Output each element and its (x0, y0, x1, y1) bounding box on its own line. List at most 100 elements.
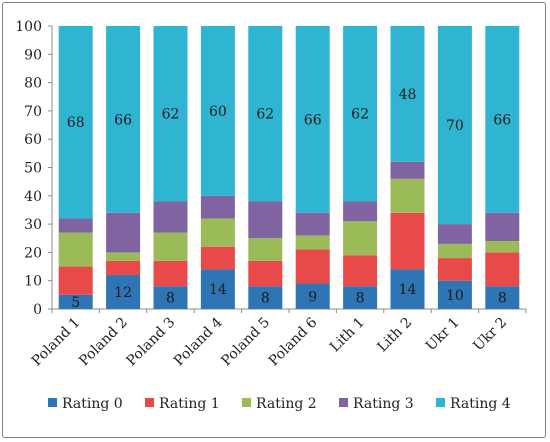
bar-rating-2-poland-2 (106, 252, 141, 261)
legend-label-4: Rating 4 (450, 396, 511, 412)
data-label-rating-0-3: 14 (209, 282, 227, 298)
bar-rating-0-poland-2 (106, 275, 141, 309)
bar-rating-2-poland-5 (248, 238, 283, 261)
bar-rating-4-lith-2 (390, 26, 425, 162)
legend-label-2: Rating 2 (256, 396, 317, 412)
legend-label-3: Rating 3 (353, 396, 414, 412)
data-label-rating-4-4: 62 (256, 107, 274, 123)
x-tick-label-1: Poland 2 (76, 315, 131, 370)
x-tick-label-6: Lith 1 (327, 315, 368, 356)
data-label-rating-4-8: 70 (446, 118, 464, 134)
y-tick-label-3: 30 (24, 217, 42, 233)
bar-rating-1-lith-1 (343, 255, 378, 287)
bar-rating-0-ukr-1 (437, 280, 472, 309)
bar-rating-0-lith-1 (343, 286, 378, 309)
data-label-rating-4-0: 68 (67, 115, 85, 131)
y-tick-label-7: 70 (24, 104, 42, 120)
bar-rating-3-ukr-1 (437, 224, 472, 244)
legend-swatch-4 (436, 398, 445, 407)
bar-rating-2-lith-2 (390, 178, 425, 213)
x-tick-label-9: Ukr 2 (470, 315, 510, 355)
data-label-rating-0-0: 5 (71, 295, 80, 311)
y-tick-label-8: 80 (24, 76, 42, 92)
y-tick-label-2: 20 (24, 245, 42, 261)
bar-rating-2-poland-1 (58, 232, 93, 267)
data-label-rating-0-9: 8 (498, 291, 507, 307)
bar-rating-2-lith-1 (343, 221, 378, 256)
y-tick-label-6: 60 (24, 132, 42, 148)
bar-rating-4-poland-4 (200, 26, 235, 196)
data-label-rating-4-3: 60 (209, 104, 227, 120)
legend-label-0: Rating 0 (62, 396, 123, 412)
data-label-rating-0-1: 12 (114, 285, 132, 301)
bar-rating-1-poland-2 (106, 260, 141, 276)
y-tick-label-9: 90 (24, 47, 42, 63)
data-label-rating-4-5: 66 (304, 112, 322, 128)
data-label-rating-0-5: 9 (308, 289, 317, 305)
bar-rating-1-ukr-1 (437, 258, 472, 281)
data-label-rating-4-2: 62 (162, 107, 180, 123)
data-label-rating-0-7: 14 (399, 282, 417, 298)
x-tick-label-2: Poland 3 (124, 315, 179, 370)
bar-rating-0-ukr-2 (485, 286, 520, 309)
bar-rating-2-ukr-1 (437, 243, 472, 259)
bar-rating-1-poland-6 (295, 249, 330, 284)
bar-rating-3-poland-3 (153, 201, 188, 233)
bar-rating-1-poland-5 (248, 260, 283, 287)
data-label-rating-0-4: 8 (261, 291, 270, 307)
bar-rating-3-poland-4 (200, 195, 235, 219)
bar-rating-1-poland-4 (200, 246, 235, 270)
bar-rating-1-ukr-2 (485, 252, 520, 287)
bar-rating-0-poland-6 (295, 283, 330, 309)
data-label-rating-0-6: 8 (356, 291, 365, 307)
bar-rating-4-poland-6 (295, 26, 330, 213)
bar-rating-0-poland-1 (58, 294, 93, 309)
bar-rating-4-poland-3 (153, 26, 188, 202)
bar-rating-3-lith-1 (343, 201, 378, 222)
bar-rating-0-poland-5 (248, 286, 283, 309)
x-tick-label-7: Lith 2 (374, 315, 415, 356)
legend-swatch-2 (242, 398, 251, 407)
legend-label-1: Rating 1 (159, 396, 220, 412)
bar-rating-1-poland-3 (153, 260, 188, 287)
bar-rating-4-ukr-2 (485, 26, 520, 213)
bar-rating-4-lith-1 (343, 26, 378, 202)
legend: Rating 0 Rating 1 Rating 2 Rating 3 Rating 4 (48, 396, 511, 412)
bar-rating-0-poland-3 (153, 286, 188, 309)
bars (58, 26, 520, 309)
data-label-rating-4-9: 66 (493, 112, 511, 128)
x-tick-label-0: Poland 1 (29, 315, 84, 370)
bar-rating-0-poland-4 (200, 269, 235, 309)
data-labels: 5 68 12 66 8 62 14 60 8 62 9 66 8 62 14 48 10 70 8 66 (67, 87, 512, 311)
legend-swatch-3 (339, 398, 348, 407)
bar-rating-2-poland-6 (295, 235, 330, 250)
bar-rating-3-ukr-2 (485, 212, 520, 242)
bar-rating-3-poland-1 (58, 218, 93, 233)
bar-rating-4-poland-2 (106, 26, 141, 213)
bar-rating-2-poland-4 (200, 218, 235, 247)
bar-rating-1-poland-1 (58, 266, 93, 295)
bar-rating-3-poland-6 (295, 212, 330, 236)
y-tick-label-1: 10 (24, 274, 42, 290)
data-label-rating-4-6: 62 (351, 107, 369, 123)
x-tick-label-5: Poland 6 (266, 314, 321, 369)
bar-rating-3-lith-2 (390, 161, 425, 179)
y-tick-label-0: 0 (33, 302, 42, 318)
data-label-rating-4-7: 48 (399, 87, 417, 103)
x-tick-label-4: Poland 5 (218, 315, 273, 370)
data-label-rating-0-2: 8 (166, 291, 175, 307)
bar-rating-1-lith-2 (390, 212, 425, 270)
bar-rating-3-poland-2 (106, 212, 141, 253)
bar-rating-4-poland-5 (248, 26, 283, 202)
y-tick-label-10: 100 (15, 19, 42, 35)
data-label-rating-0-8: 10 (446, 288, 464, 304)
x-tick-label-8: Ukr 1 (423, 315, 463, 355)
bar-rating-2-poland-3 (153, 232, 188, 261)
data-label-rating-4-1: 66 (114, 112, 132, 128)
y-tick-label-4: 40 (24, 189, 42, 205)
legend-swatch-0 (48, 398, 57, 407)
bar-rating-3-poland-5 (248, 201, 283, 239)
x-tick-label-3: Poland 4 (171, 314, 226, 369)
